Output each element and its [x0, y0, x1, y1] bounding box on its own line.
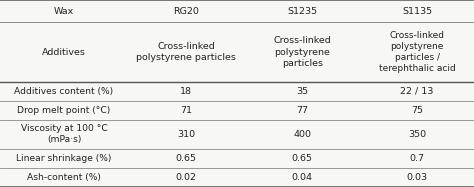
Text: Cross-linked
polystyrene
particles /
terephthalic acid: Cross-linked polystyrene particles / ter…	[379, 31, 456, 73]
Text: Wax: Wax	[54, 7, 74, 16]
Text: Additives: Additives	[42, 47, 86, 56]
Text: 0.65: 0.65	[292, 154, 313, 163]
Text: Viscosity at 100 °C
(mPa·s): Viscosity at 100 °C (mPa·s)	[20, 124, 108, 144]
Text: 400: 400	[293, 130, 311, 139]
Text: 22 / 13: 22 / 13	[401, 87, 434, 96]
Text: 18: 18	[180, 87, 192, 96]
Text: 0.04: 0.04	[292, 173, 313, 182]
Text: 0.7: 0.7	[410, 154, 425, 163]
Text: 310: 310	[177, 130, 195, 139]
Text: 77: 77	[296, 106, 308, 115]
Text: 0.65: 0.65	[175, 154, 197, 163]
Text: Drop melt point (°C): Drop melt point (°C)	[18, 106, 110, 115]
Text: 35: 35	[296, 87, 308, 96]
Text: 350: 350	[408, 130, 426, 139]
Text: Ash-content (%): Ash-content (%)	[27, 173, 101, 182]
Text: 0.03: 0.03	[407, 173, 428, 182]
Text: RG20: RG20	[173, 7, 199, 16]
Text: Linear shrinkage (%): Linear shrinkage (%)	[16, 154, 112, 163]
Text: 71: 71	[180, 106, 192, 115]
Text: 75: 75	[411, 106, 423, 115]
Text: Cross-linked
polystyrene
particles: Cross-linked polystyrene particles	[273, 36, 331, 68]
Text: 0.02: 0.02	[175, 173, 197, 182]
Text: Cross-linked
polystyrene particles: Cross-linked polystyrene particles	[136, 42, 236, 62]
Text: S1235: S1235	[287, 7, 317, 16]
Text: S1135: S1135	[402, 7, 432, 16]
Text: Additives content (%): Additives content (%)	[14, 87, 114, 96]
